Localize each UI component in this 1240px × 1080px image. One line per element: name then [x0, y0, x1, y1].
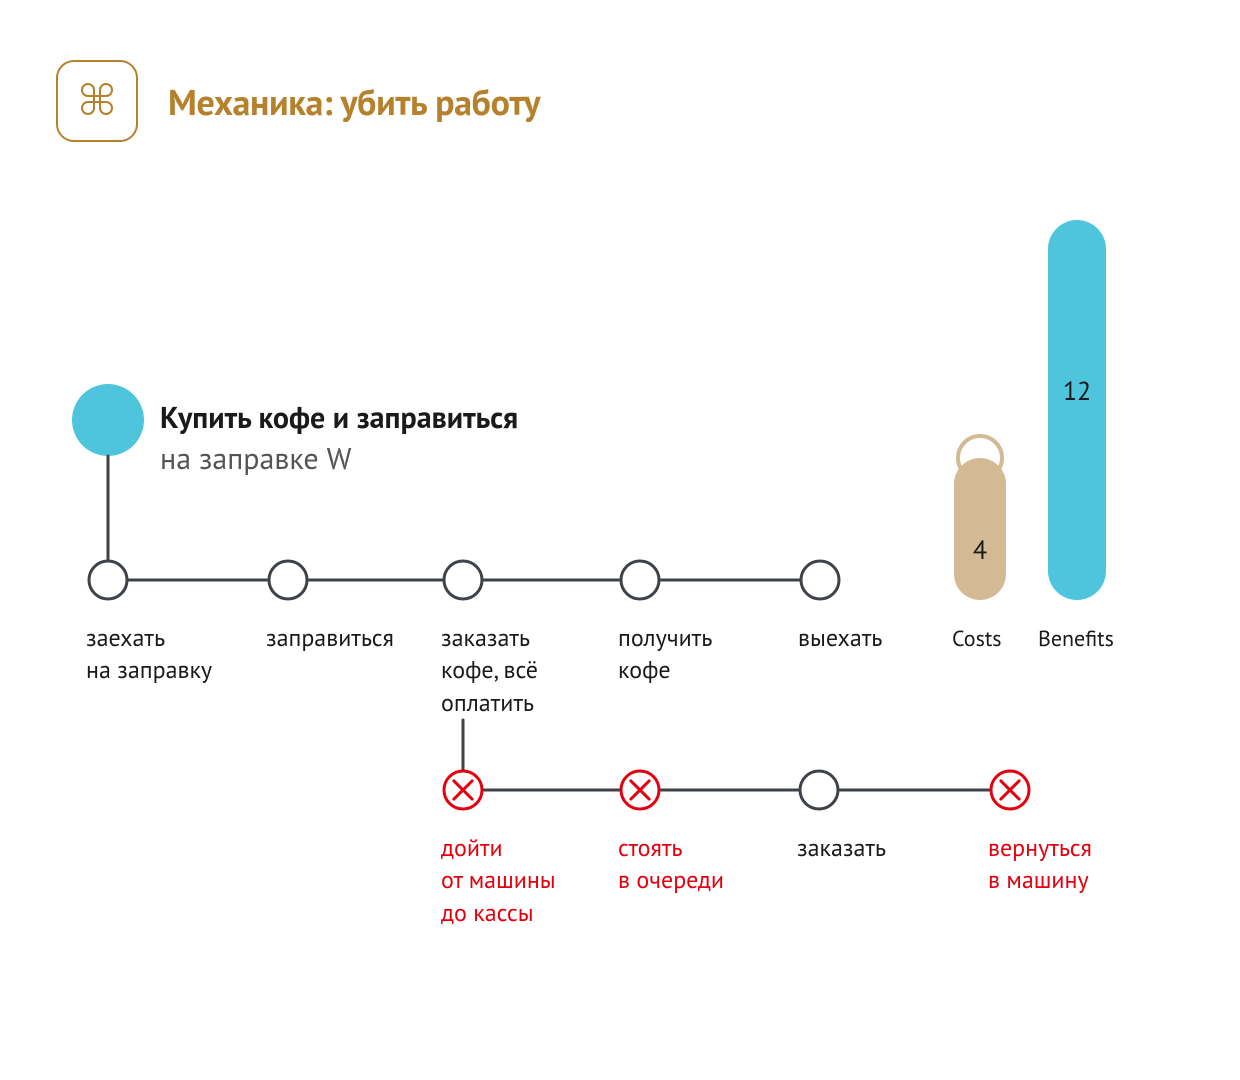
sub-step-0: дойтиот машиныдо кассы: [441, 832, 556, 929]
sub-step-3: вернутьсяв машину: [988, 832, 1092, 897]
sub-step-2: заказать: [797, 832, 886, 864]
svg-text:12: 12: [1063, 375, 1091, 408]
main-step-3: получитькофе: [618, 622, 712, 687]
sub-step-1: стоятьв очереди: [618, 832, 724, 897]
main-step-0: заехатьна заправку: [86, 622, 212, 687]
diagram-canvas: 12 4: [0, 0, 1240, 1080]
main-step-2: заказатькофе, всёоплатить: [441, 622, 538, 719]
main-step-1: заправиться: [266, 622, 394, 654]
main-step-4: выехать: [798, 622, 882, 654]
benefits-label: Benefits: [1038, 625, 1114, 653]
svg-text:4: 4: [973, 534, 987, 567]
costs-label: Costs: [952, 625, 1002, 653]
